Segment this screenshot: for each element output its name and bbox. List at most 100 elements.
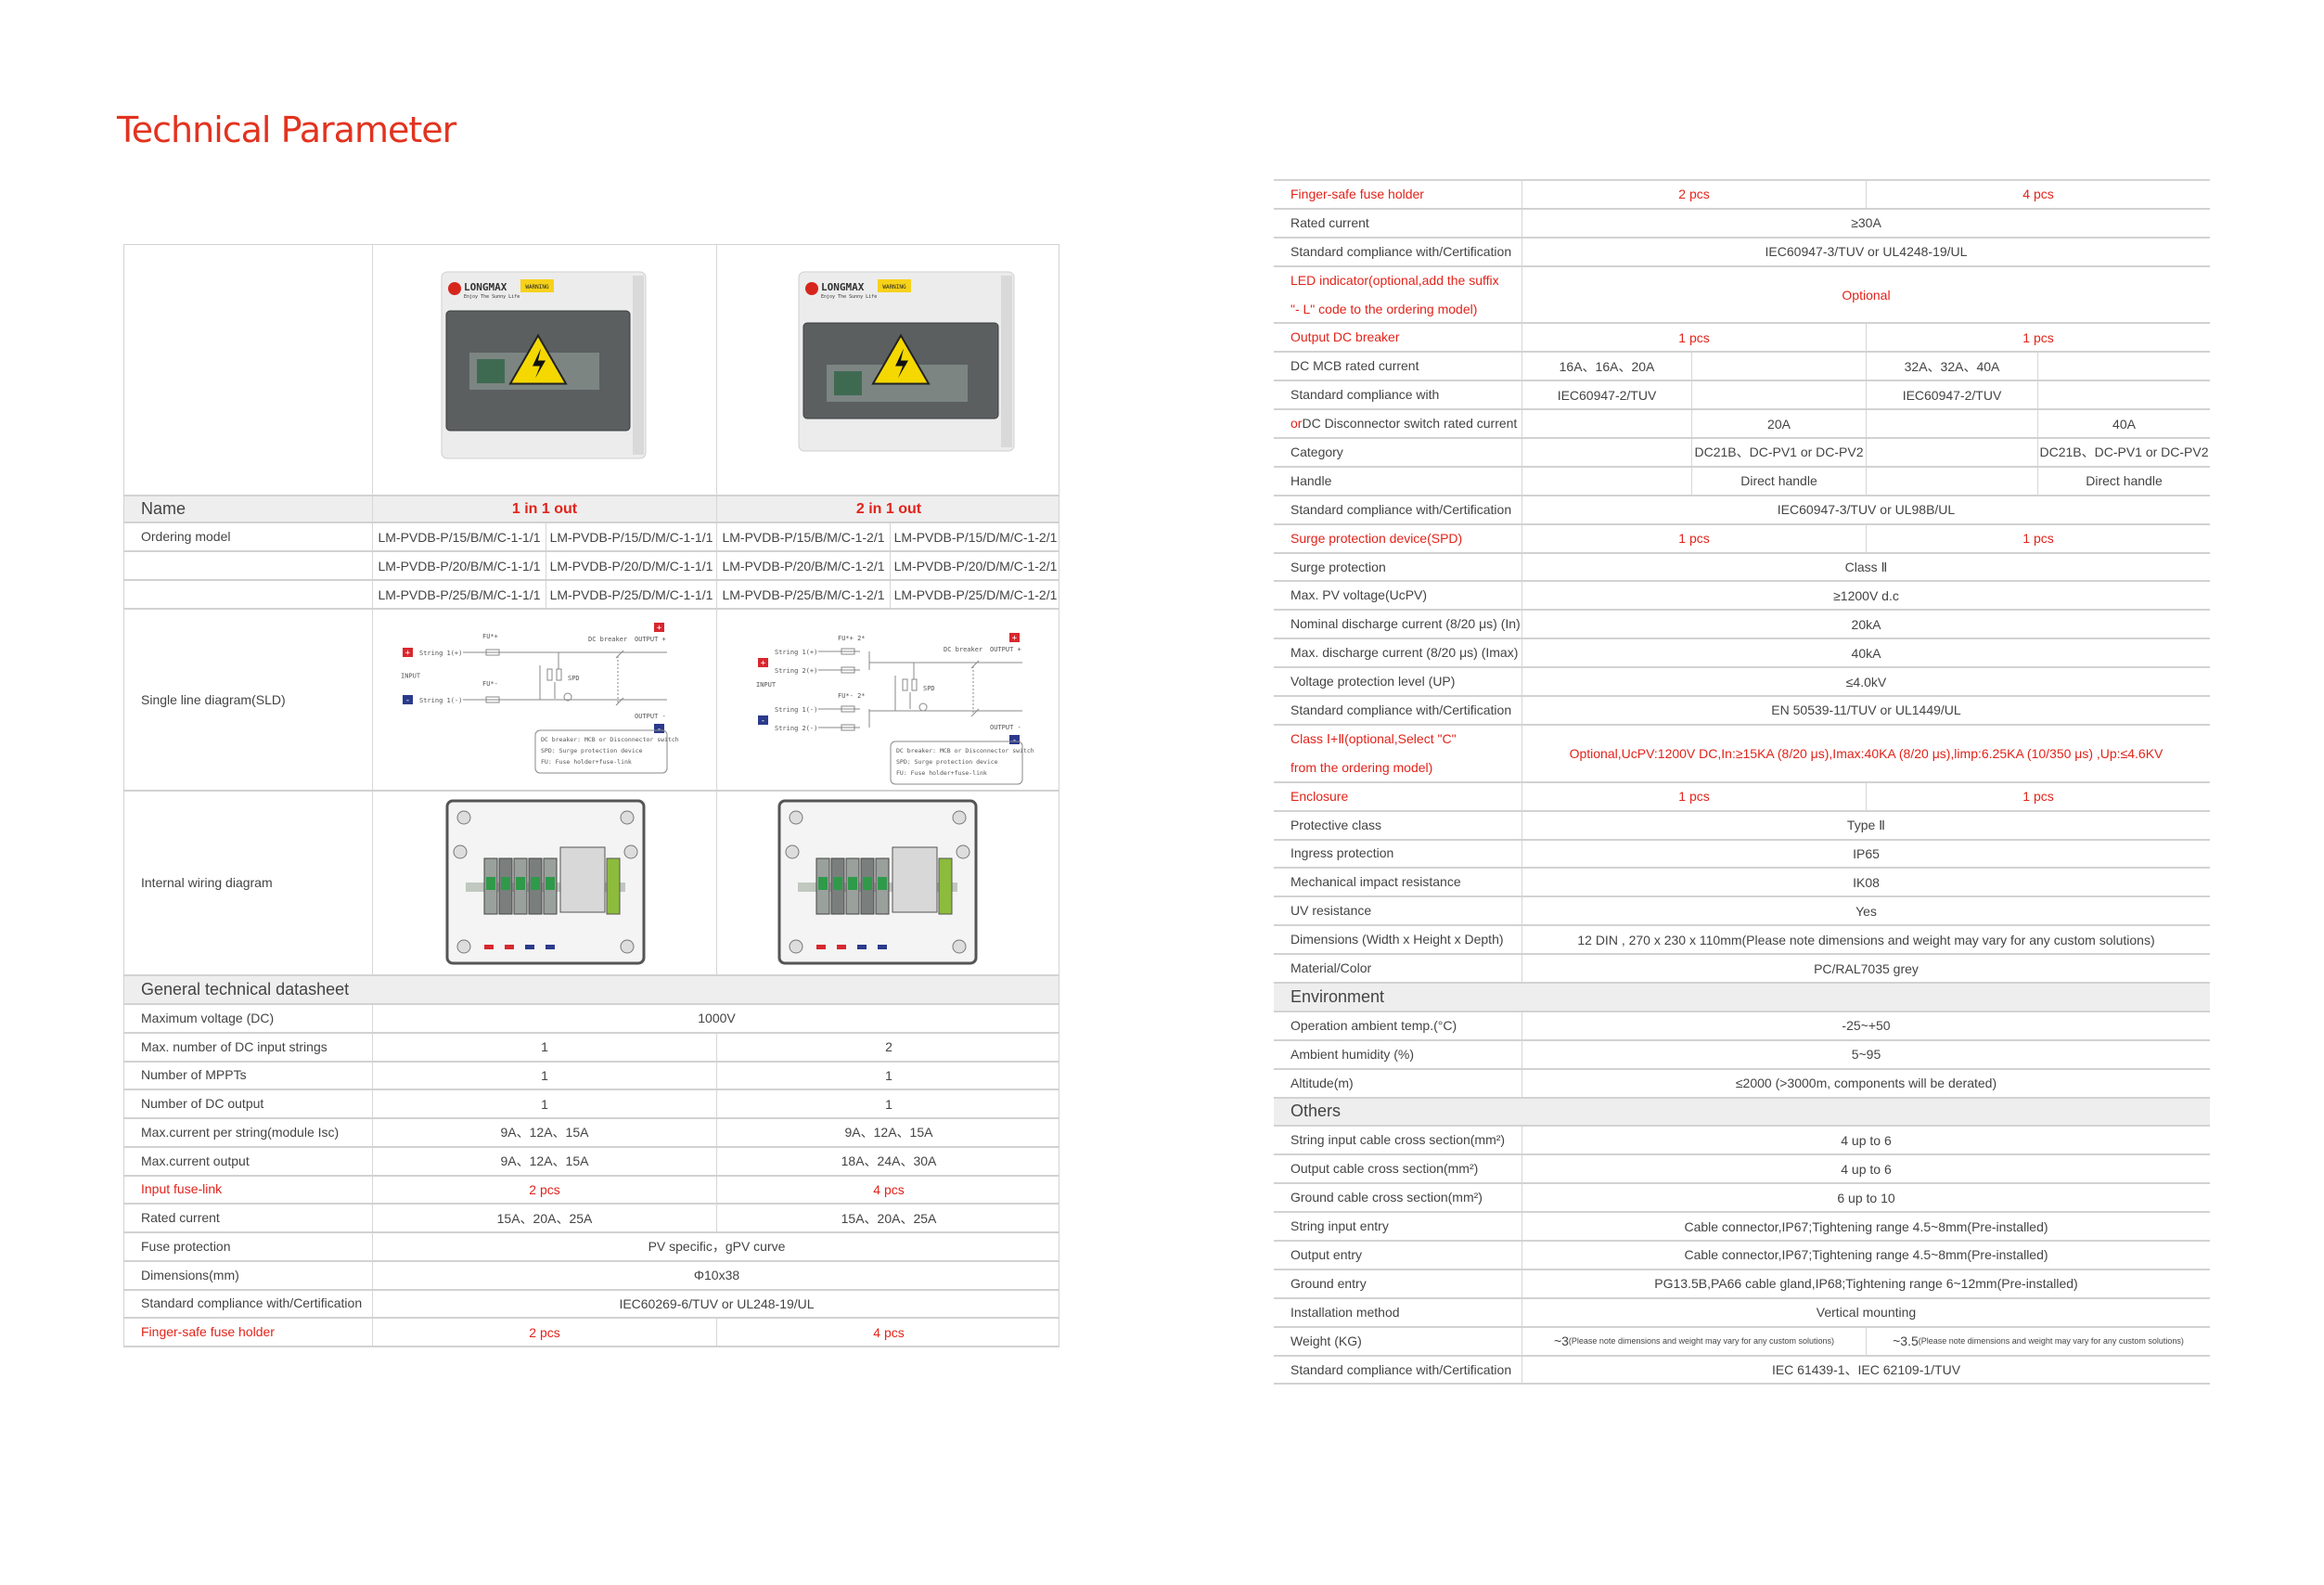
value-text: IEC60947-2/TUV — [1902, 387, 2002, 403]
fuse-icon — [841, 648, 855, 655]
value-text: Cable connector,IP67;Tightening range 4.… — [1684, 1218, 2048, 1234]
row-label: Max. discharge current (8/20 μs) (Imax) — [1274, 639, 1522, 667]
value-text: Optional — [1842, 287, 1891, 303]
value-text: 1 pcs — [1678, 329, 1710, 345]
value-text: 1 pcs — [1678, 531, 1710, 547]
row-label: Voltage protection level (UP) — [1274, 668, 1522, 696]
row-value: PC/RAL7035 grey — [1522, 955, 2210, 982]
table-row: Ambient humidity (%) 5~95 — [1274, 1040, 2210, 1070]
value-text: 1 pcs — [2022, 531, 2054, 547]
ordering-model-code: LM-PVDB-P/15/B/M/C-1-1/1 — [373, 523, 546, 550]
value-text: 1 — [541, 1067, 548, 1083]
breaker-module — [477, 358, 505, 383]
label-text: Max.current output — [141, 1153, 250, 1168]
label-text: Voltage protection level (UP) — [1290, 674, 1456, 689]
row-label: Output entry — [1274, 1241, 1522, 1269]
label-text: DC Disconnector switch rated current — [1302, 416, 1518, 432]
table-row: Max. discharge current (8/20 μs) (Imax) 4… — [1274, 639, 2210, 669]
table-row: Dimensions(mm) Φ10x38 — [123, 1261, 1059, 1291]
screw-icon — [456, 939, 471, 954]
legend-text: SPD: Surge protection device — [541, 747, 643, 754]
label-text: Standard compliance with/Certification — [1290, 1361, 1512, 1377]
row-label: Surge protection — [1274, 553, 1522, 581]
row-value: Cable connector,IP67;Tightening range 4.… — [1522, 1213, 2210, 1240]
string-label: String 2(+) — [775, 667, 817, 675]
lightning-bolt-icon — [895, 348, 908, 378]
dc-breaker-module — [559, 846, 606, 913]
ordering-model-code: LM-PVDB-P/25/B/M/C-1-2/1 — [717, 581, 891, 608]
row-value: 1 pcs — [1522, 324, 1867, 352]
label-text: Surge protection device(SPD) — [1290, 530, 1463, 546]
row-label: Ambient humidity (%) — [1274, 1040, 1522, 1068]
value-text: PC/RAL7035 grey — [1814, 960, 1919, 976]
single-line-diagram: + - INPUT String 1(+) String 2(+) String 1(-)… — [756, 633, 1034, 785]
ordering-model-code: LM-PVDB-P/25/D/M/C-1-2/1 — [893, 586, 1058, 602]
section-header: Environment — [1274, 983, 2210, 1012]
string-label: String 1(+) — [775, 649, 817, 656]
fuse-indicator — [863, 877, 872, 890]
value-text: 18A、24A、30A — [841, 1153, 937, 1169]
ordering-model-label — [124, 581, 373, 608]
row-value: 1 — [373, 1090, 717, 1117]
label-prefix: or — [1290, 416, 1303, 432]
label-text: Max. discharge current (8/20 μs) (Imax) — [1290, 645, 1519, 661]
warning-label — [520, 278, 554, 292]
string-label: String 1(-) — [775, 706, 817, 714]
table-row: Installation method Vertical mounting — [1274, 1298, 2210, 1328]
row-value: 1 pcs — [1522, 782, 1867, 810]
section-heading: Environment — [1290, 986, 1385, 1006]
row-label: LED indicator(optional,add the suffix "-… — [1274, 266, 1522, 323]
value-text: 1 — [541, 1039, 548, 1055]
row-label: Maximum voltage (DC) — [124, 1005, 373, 1032]
row-value: 9A、12A、15A — [373, 1147, 717, 1175]
label-text: Standard compliance with — [1290, 387, 1440, 403]
value-text: IEC60269-6/TUV or UL248-19/UL — [619, 1295, 815, 1311]
value-text: 1 — [885, 1067, 892, 1083]
label-text: Max. number of DC input strings — [141, 1038, 327, 1054]
product-image-cell: LONGMAX Enjoy The Sunny Life WARNING — [373, 245, 717, 495]
empty-cell — [124, 245, 373, 495]
value-text: IEC60947-3/TUV or UL4248-19/UL — [1765, 244, 1968, 260]
row-value: 4 up to 6 — [1522, 1155, 2210, 1182]
table-row: Fuse protection PV specific，gPV curve — [123, 1233, 1059, 1262]
screw-icon — [952, 810, 967, 825]
value-text: 9A、12A、15A — [844, 1125, 933, 1140]
row-label: Surge protection device(SPD) — [1274, 524, 1522, 552]
fuse-indicator — [818, 877, 828, 890]
screw-icon — [789, 810, 803, 825]
negative-terminal-icon — [758, 715, 768, 725]
longmax-logo-icon — [805, 281, 818, 295]
table-row: String input cable cross section(mm²) 4 u… — [1274, 1127, 2210, 1156]
page-title: Technical Parameter — [117, 110, 456, 150]
label-text: Max.current per string(module Isc) — [141, 1124, 340, 1140]
value-text: 4 up to 6 — [1841, 1132, 1892, 1148]
row-value: 15A、20A、25A — [717, 1205, 1060, 1231]
row-label: Input fuse-link — [124, 1176, 373, 1204]
row-label: Dimensions (Width x Height x Depth) — [1274, 926, 1522, 954]
label-text: Number of MPPTs — [141, 1067, 247, 1083]
row-value: IEC60947-2/TUV — [1522, 381, 1692, 409]
fuse-indicator — [848, 877, 857, 890]
table-row: Rated current ≥30A — [1274, 209, 2210, 238]
value-text: Direct handle — [1740, 473, 1817, 489]
value-text: IK08 — [1853, 874, 1880, 890]
label-text: Category — [1290, 444, 1343, 459]
value-note: (Please note dimensions and weight may v… — [1918, 1336, 2184, 1347]
table-row: Standard compliance with/Certification IE… — [1274, 1356, 2210, 1385]
row-value — [1692, 381, 1867, 409]
screw-icon — [623, 844, 638, 859]
negative-terminal-icon-symbol: - — [405, 696, 410, 705]
table-row: Standard compliance with/Certification EN… — [1274, 697, 2210, 726]
table-row: Class Ⅰ+Ⅱ(optional,Select "C" from the o… — [1274, 725, 2210, 783]
value-text: 4 pcs — [2022, 187, 2054, 202]
value-text: 4 pcs — [873, 1324, 905, 1340]
row-label: Ground entry — [1274, 1269, 1522, 1297]
ordering-model-code: LM-PVDB-P/15/D/M/C-1-2/1 — [893, 529, 1058, 545]
row-value: 18A、24A、30A — [717, 1148, 1060, 1175]
positive-terminal-icon-symbol: + — [761, 659, 766, 668]
row-label: Handle — [1274, 467, 1522, 495]
label-text: Standard compliance with/Certification — [1290, 501, 1512, 517]
row-label: Number of DC output — [124, 1090, 373, 1117]
row-value: 20kA — [1522, 611, 2210, 638]
